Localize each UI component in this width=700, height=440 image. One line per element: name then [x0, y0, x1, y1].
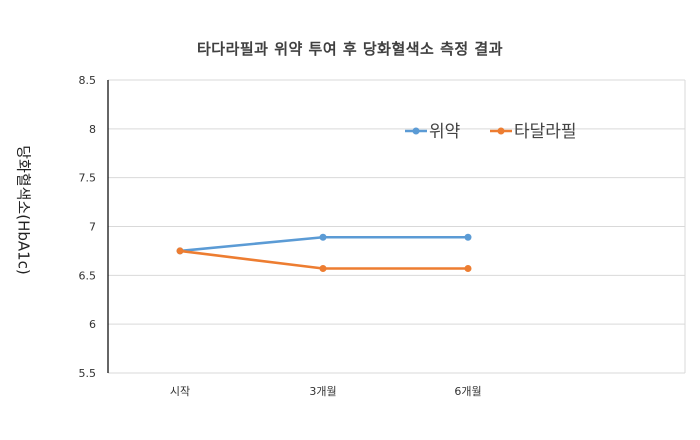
series-group [176, 233, 472, 272]
y-tick-label: 5.5 [79, 367, 97, 380]
x-tick-labels: 시작 3개월 6개월 [170, 385, 482, 398]
y-tick-label: 7 [89, 221, 96, 234]
data-point [464, 264, 472, 272]
legend-label: 위약 [429, 122, 460, 142]
legend: 위약 타달라필 [405, 122, 577, 142]
legend-marker-1 [497, 127, 505, 135]
chart-title: 타다라필과 위약 투여 후 당화혈색소 측정 결과 [196, 40, 504, 58]
y-tick-labels: 5.5 6 6.5 7 7.5 8 8.5 [79, 74, 97, 380]
data-point [319, 233, 327, 241]
x-tick-label: 3개월 [309, 385, 336, 398]
y-tick-label: 6.5 [79, 269, 97, 282]
y-tick-label: 8.5 [79, 74, 97, 87]
legend-marker-0 [412, 127, 420, 135]
y-tick-label: 8 [89, 123, 96, 136]
data-point [464, 233, 472, 241]
data-point [319, 264, 327, 272]
x-tick-label: 6개월 [454, 385, 481, 398]
x-tick-label: 시작 [170, 385, 190, 398]
data-point [176, 247, 184, 255]
y-tick-label: 7.5 [79, 172, 97, 185]
legend-label: 타달라필 [514, 122, 577, 142]
gridlines [107, 79, 686, 374]
y-tick-label: 6 [89, 318, 96, 331]
